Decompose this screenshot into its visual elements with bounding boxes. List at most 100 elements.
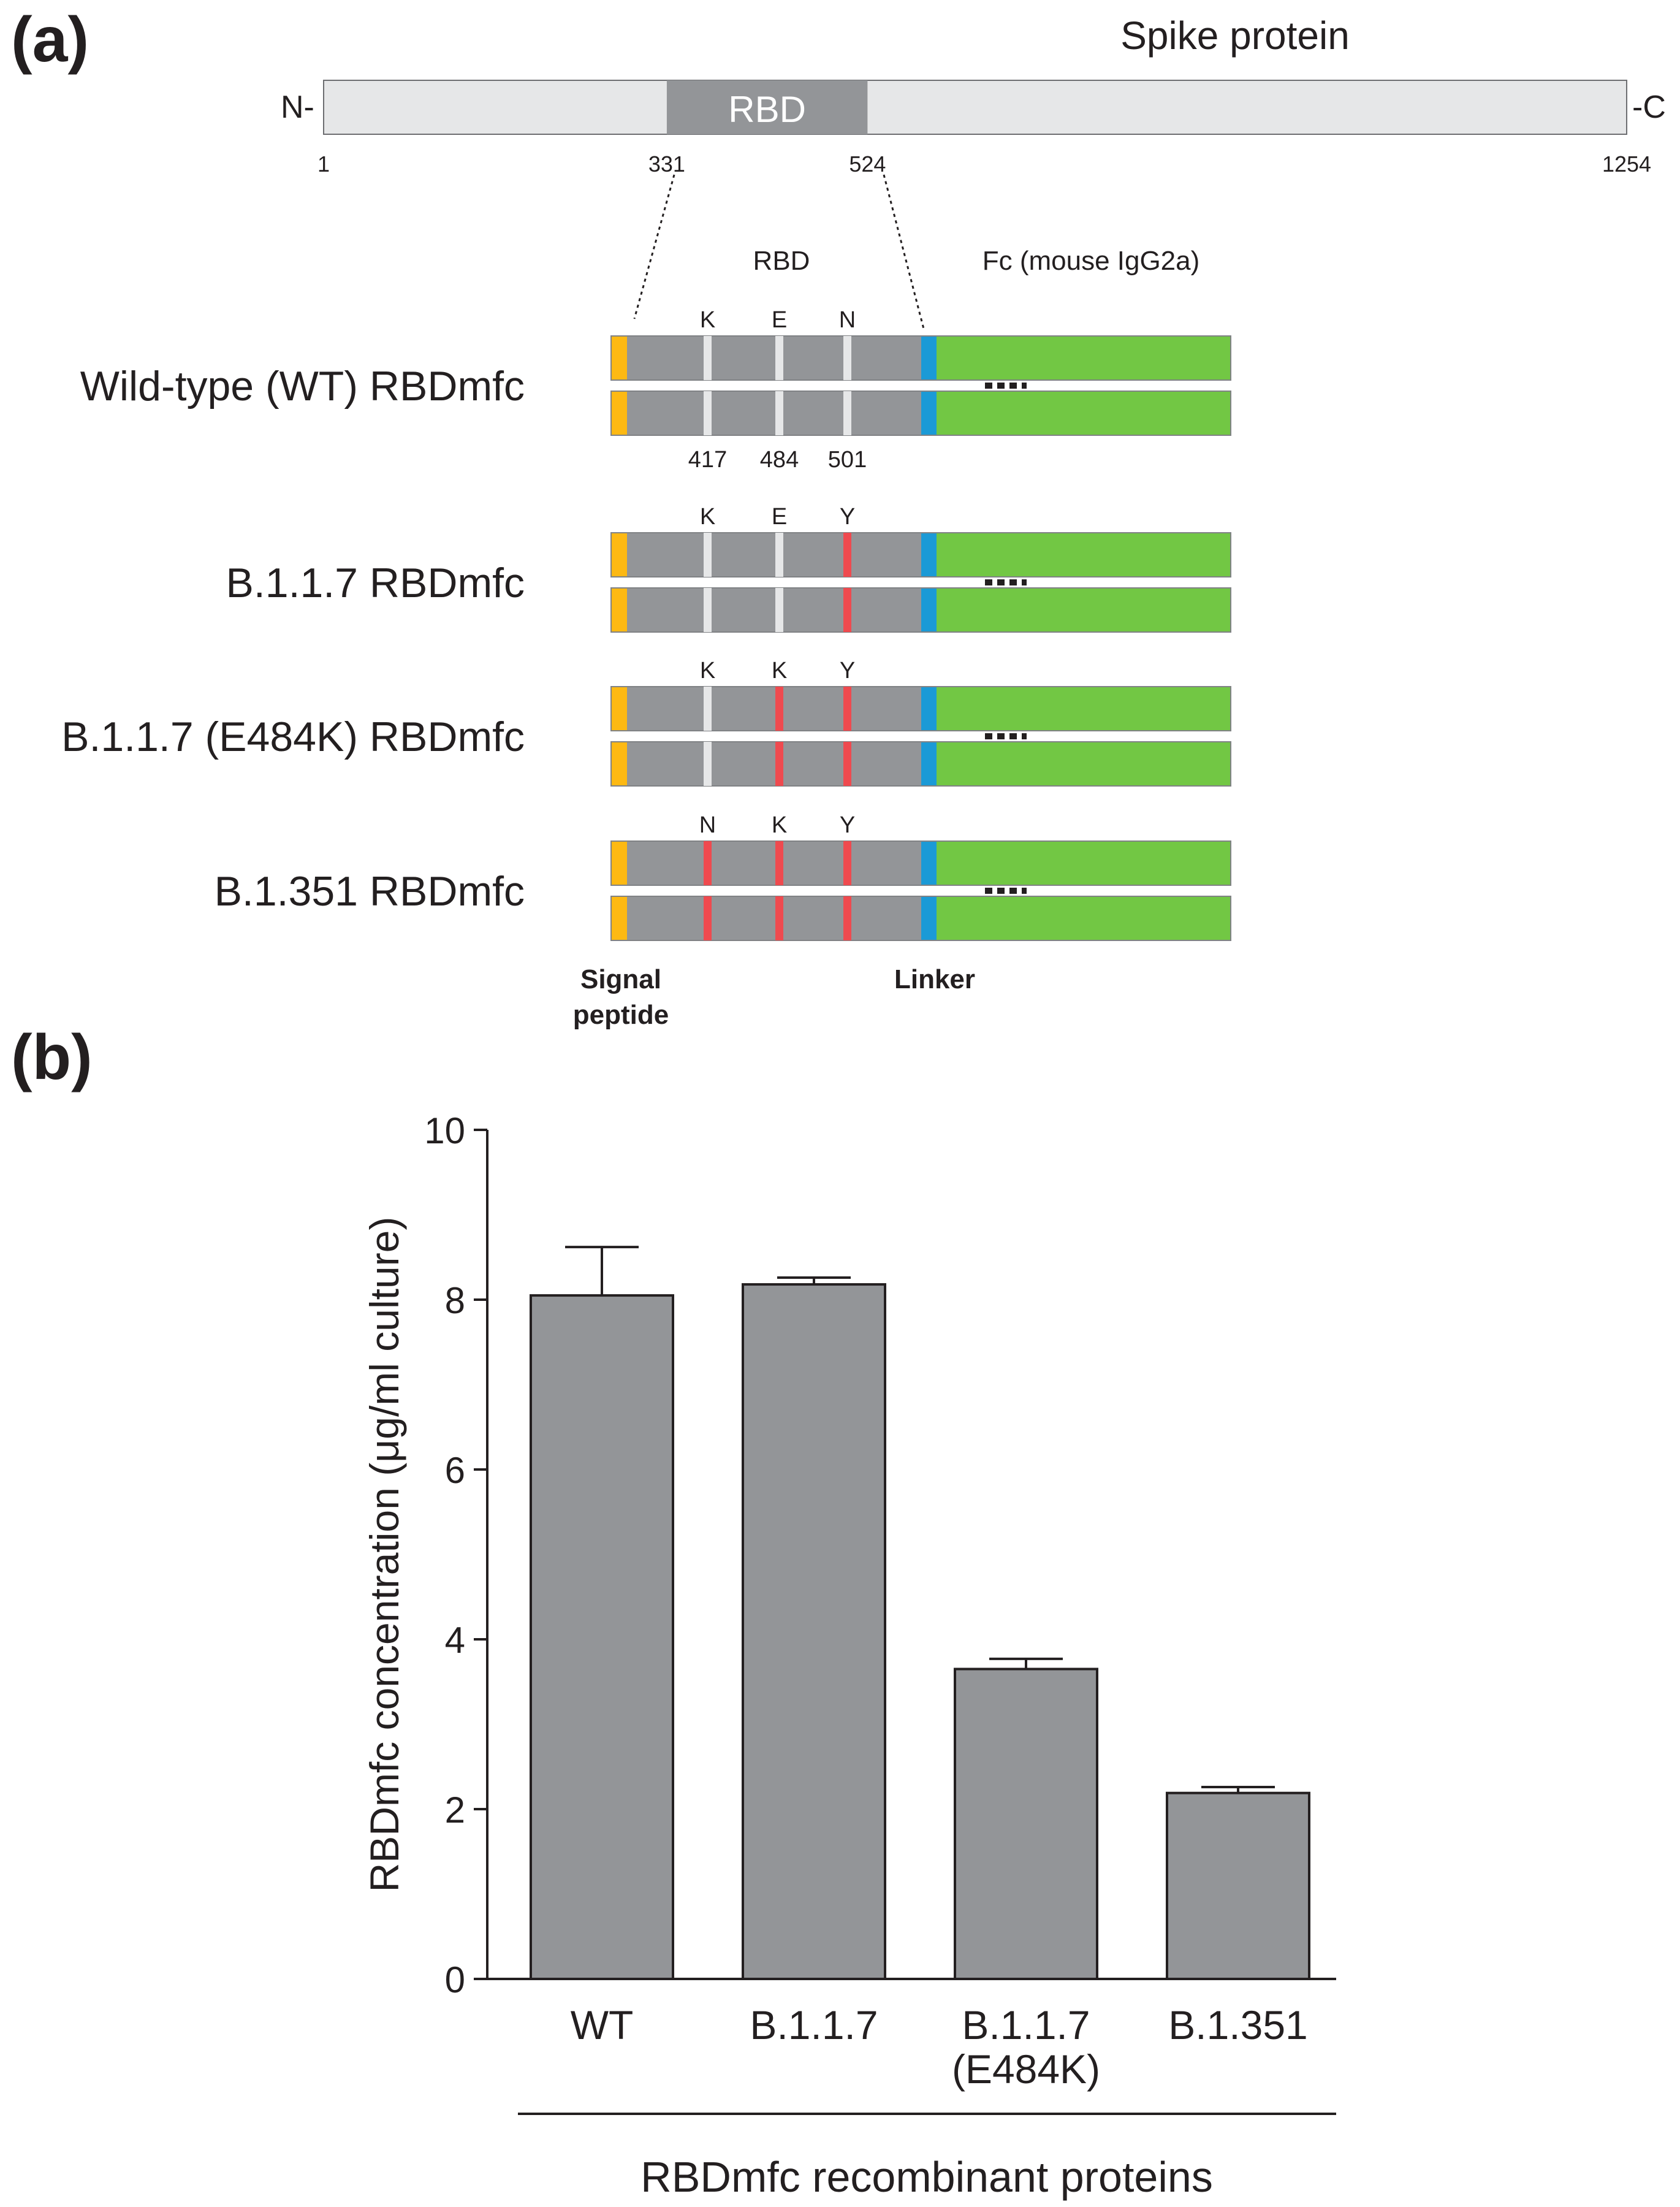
y-axis: 0 2 4 6 8 10 [424,1110,488,2000]
residue-letter: N [699,812,716,838]
rbd-segment [627,391,921,435]
residue-letter: Y [840,504,855,530]
construct-0: Wild-type (WT) RBDmfc K E N 417 484 501 [80,307,1231,473]
residue-letter: Y [840,812,855,838]
x-tick-label: B.1.1.7 [750,2002,878,2048]
construct-header-fc: Fc (mouse IgG2a) [983,246,1200,276]
mutant-residue-mark [843,687,851,731]
spike-bar [323,80,1627,135]
residue-letter: K [772,812,787,838]
y-tick-label: 4 [445,1620,465,1661]
wild-residue-mark [704,742,712,786]
rbd-segment [627,742,921,786]
signal-peptide-segment [611,742,627,786]
mutant-residue-mark [843,841,851,885]
chain-outline [610,587,1231,633]
spike-tick-label: 1254 [1602,151,1651,177]
signal-peptide-segment [611,687,627,731]
spike-protein-diagram: Spike protein N- RBD -C 1 331 524 1254 [281,13,1666,177]
wild-residue-mark [843,336,851,380]
signal-peptide-label-line1: Signal [580,964,661,994]
x-axis-labels: WT B.1.1.7 B.1.1.7(E484K)B.1.351 [571,2002,1308,2092]
bars [486,1246,1336,1981]
chain-outline [610,335,1231,381]
signal-peptide-segment [611,336,627,380]
panel-b-label: (b) [11,1022,93,1093]
mutant-residue-mark [843,742,851,786]
linker-label: Linker [894,964,975,994]
x-axis-title: RBDmfc recombinant proteins [640,2153,1213,2201]
linker-segment [921,588,937,632]
chain-outline [610,391,1231,436]
residue-letter: Y [840,658,855,684]
construct-name: B.1.1.7 (E484K) RBDmfc [61,714,525,760]
y-tick-label: 6 [445,1450,465,1491]
spike-n-terminus: N- [281,90,314,125]
linker-segment [921,896,937,940]
bar [954,1668,1098,1981]
residue-position: 501 [828,447,867,473]
wild-residue-mark [704,336,712,380]
signal-peptide-segment [611,841,627,885]
signal-peptide-segment [611,896,627,940]
chain-outline [610,532,1231,577]
y-axis-title: RBDmfc concentration (μg/ml culture) [362,1217,407,1893]
panel-a: (a) Spike protein N- RBD -C 1 331 524 1254 … [11,4,1666,1030]
bar [1166,1791,1310,1981]
spike-tick-label: 524 [849,151,886,177]
mutant-residue-mark [843,588,851,632]
linker-segment [921,742,937,786]
linker-segment [921,533,937,577]
signal-peptide-segment [611,533,627,577]
wild-residue-mark [775,391,783,435]
fc-segment [937,588,1231,632]
mutant-residue-mark [775,841,783,885]
panel-a-label: (a) [11,4,89,75]
rbd-segment [627,533,921,577]
linker-segment [921,841,937,885]
y-tick-label: 10 [424,1110,465,1151]
rbd-segment [627,896,921,940]
rbd-segment [627,588,921,632]
construct-1: B.1.1.7 RBDmfc K E Y [226,504,1231,633]
linker-segment [921,391,937,435]
zoom-line-right [883,174,926,332]
construct-name: B.1.351 RBDmfc [215,868,525,915]
mutant-residue-mark [775,742,783,786]
signal-peptide-segment [611,391,627,435]
fc-segment [937,896,1231,940]
spike-tick-label: 331 [648,151,685,177]
construct-3: B.1.351 RBDmfc N K Y [215,812,1231,941]
mutant-residue-mark [775,896,783,940]
signal-peptide-label: Signal peptide [573,964,669,1030]
construct-rows: Wild-type (WT) RBDmfc K E N 417 484 501 B.1.1.7… [61,307,1231,941]
residue-letter: K [700,307,715,333]
rbd-segment [627,336,921,380]
fc-segment [937,533,1231,577]
mutant-residue-mark [704,896,712,940]
fc-segment [937,742,1231,786]
wild-residue-mark [843,391,851,435]
mutant-residue-mark [843,896,851,940]
chain-outline [610,741,1231,787]
fc-segment [937,841,1231,885]
x-tick-label: (E484K) [952,2046,1100,2092]
x-tick-label: B.1.351 [1168,2002,1308,2048]
spike-c-terminus: -C [1632,90,1666,125]
wild-residue-mark [704,588,712,632]
spike-tick-label: 1 [317,151,330,177]
construct-2: B.1.1.7 (E484K) RBDmfc K K Y [61,658,1231,787]
fc-segment [937,687,1231,731]
construct-header-rbd: RBD [753,246,810,276]
wild-residue-mark [775,336,783,380]
mutant-residue-mark [843,533,851,577]
spike-title: Spike protein [1120,13,1350,58]
residue-letter: K [772,658,787,684]
wild-residue-mark [704,391,712,435]
spike-position-ticks: 1 331 524 1254 [317,151,1651,177]
linker-segment [921,687,937,731]
construct-name: Wild-type (WT) RBDmfc [80,363,525,410]
